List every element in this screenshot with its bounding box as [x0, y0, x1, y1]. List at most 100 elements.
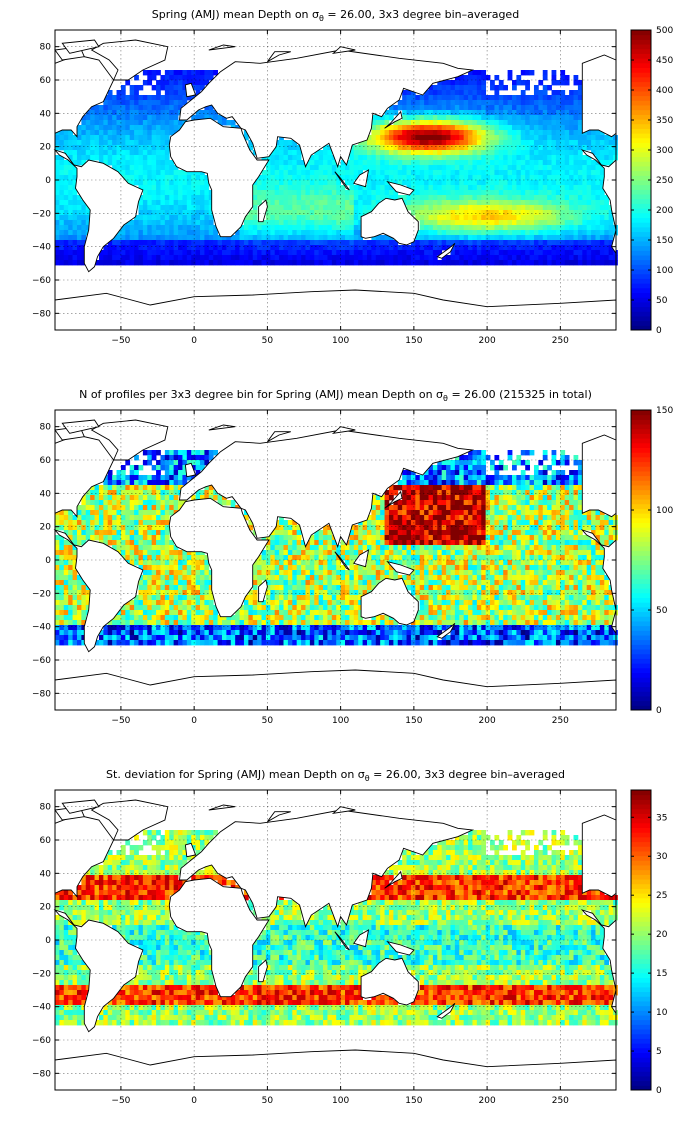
heatmap-cell: [591, 130, 596, 136]
heatmap-cell: [59, 230, 65, 236]
heatmap-cell: [274, 235, 280, 241]
heatmap-cell: [560, 120, 566, 126]
heatmap-cell: [419, 525, 425, 531]
heatmap-cell: [358, 235, 363, 241]
heatmap-cell: [292, 210, 298, 216]
heatmap-cell: [410, 120, 416, 126]
heatmap-cell: [103, 525, 109, 531]
heatmap-cell: [261, 180, 267, 186]
heatmap-cell: [503, 215, 508, 221]
heatmap-cell: [494, 120, 500, 126]
heatmap-cell: [406, 150, 412, 156]
heatmap-cell: [551, 125, 557, 131]
heatmap-cell: [120, 230, 126, 236]
heatmap-cell: [481, 145, 487, 151]
heatmap-cell: [151, 145, 157, 151]
heatmap-cell: [362, 255, 368, 261]
heatmap-cell: [362, 165, 368, 171]
heatmap-cell: [340, 195, 346, 201]
heatmap-cell: [107, 125, 113, 131]
heatmap-cell: [380, 235, 385, 241]
heatmap-cell: [393, 110, 399, 116]
heatmap-cell: [156, 185, 161, 191]
heatmap-cell: [599, 160, 605, 166]
heatmap-cell: [81, 245, 87, 251]
heatmap-cell: [358, 250, 363, 256]
heatmap-cell: [279, 225, 284, 231]
heatmap-cell: [542, 490, 548, 496]
heatmap-cell: [490, 465, 495, 471]
heatmap-cell: [582, 540, 588, 546]
heatmap-cell: [94, 490, 100, 496]
heatmap-cell: [476, 470, 482, 476]
heatmap-cell: [463, 160, 469, 166]
heatmap-cell: [507, 485, 513, 491]
heatmap-cell: [305, 195, 311, 201]
heatmap-cell: [516, 535, 522, 541]
heatmap-cell: [542, 455, 548, 461]
x-tick-label: 50: [262, 336, 274, 346]
heatmap-cell: [454, 515, 460, 521]
heatmap-cell: [353, 155, 359, 161]
heatmap-cell: [358, 545, 363, 551]
heatmap-cell: [318, 230, 324, 236]
heatmap-cell: [468, 70, 473, 76]
heatmap-cell: [406, 505, 412, 511]
heatmap-cell: [204, 175, 210, 181]
heatmap-cell: [384, 515, 390, 521]
heatmap-cell: [200, 490, 205, 496]
heatmap-cell: [160, 75, 166, 81]
heatmap-cell: [147, 100, 153, 106]
heatmap-cell: [169, 115, 175, 121]
heatmap-cell: [454, 455, 460, 461]
heatmap-cell: [547, 485, 552, 491]
heatmap-cell: [490, 215, 495, 221]
heatmap-cell: [481, 515, 487, 521]
heatmap-cell: [494, 225, 500, 231]
heatmap-cell: [459, 130, 465, 136]
heatmap-cell: [533, 500, 539, 506]
heatmap-cell: [463, 245, 469, 251]
heatmap-cell: [147, 515, 153, 521]
heatmap-cell: [525, 505, 530, 511]
heatmap-cell: [151, 95, 157, 101]
heatmap-cell: [525, 460, 530, 466]
heatmap-cell: [555, 80, 561, 86]
heatmap-cell: [186, 245, 192, 251]
heatmap-cell: [446, 85, 451, 91]
heatmap-cell: [336, 180, 342, 186]
heatmap-cell: [169, 120, 175, 126]
heatmap-cell: [380, 140, 385, 146]
heatmap-cell: [525, 170, 530, 176]
heatmap-cell: [547, 195, 552, 201]
heatmap-cell: [551, 200, 557, 206]
heatmap-cell: [450, 535, 456, 541]
heatmap-cell: [454, 90, 460, 96]
heatmap-cell: [261, 185, 267, 191]
heatmap-cell: [463, 220, 469, 226]
heatmap-cell: [555, 225, 561, 231]
heatmap-cell: [450, 255, 456, 261]
heatmap-cell: [586, 160, 592, 166]
colorbar-segment: [631, 165, 651, 172]
heatmap-cell: [555, 95, 561, 101]
heatmap-cell: [577, 125, 583, 131]
heatmap-cell: [160, 515, 166, 521]
heatmap-cell: [279, 525, 284, 531]
heatmap-cell: [542, 260, 548, 266]
heatmap-cell: [520, 205, 526, 211]
heatmap-cell: [459, 220, 465, 226]
heatmap-cell: [507, 245, 513, 251]
heatmap-cell: [296, 220, 302, 226]
heatmap-cell: [173, 470, 179, 476]
heatmap-cell: [388, 115, 394, 121]
heatmap-cell: [432, 485, 438, 491]
heatmap-cell: [120, 505, 126, 511]
heatmap-cell: [384, 170, 390, 176]
heatmap-cell: [362, 200, 368, 206]
heatmap-cell: [213, 255, 218, 261]
heatmap-cell: [72, 135, 78, 141]
heatmap-cell: [331, 240, 337, 246]
heatmap-cell: [327, 255, 333, 261]
heatmap-cell: [265, 165, 271, 171]
